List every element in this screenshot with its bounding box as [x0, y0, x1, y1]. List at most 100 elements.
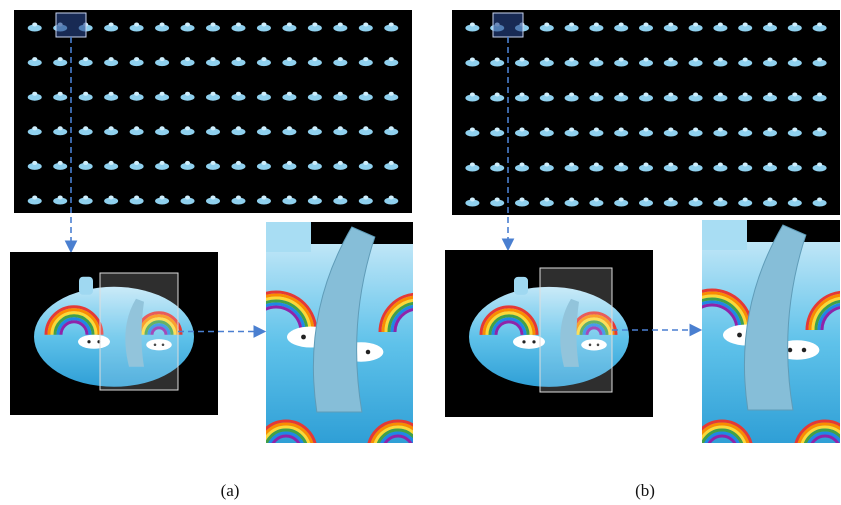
mini-teapot-top: [743, 128, 748, 132]
mini-teapot-top: [109, 92, 114, 96]
selected-tile: [56, 13, 86, 37]
mini-teapot-top: [185, 92, 190, 96]
tile-grid: [14, 10, 412, 213]
zoom-neck: [266, 222, 311, 252]
mini-teapot-top: [109, 126, 114, 130]
eye: [87, 340, 90, 343]
mini-teapot-top: [389, 23, 394, 27]
mini-teapot-top: [792, 163, 797, 167]
mini-teapot-top: [338, 196, 343, 200]
mini-teapot-top: [134, 23, 139, 27]
mini-teapot-top: [693, 58, 698, 62]
roi-box: [540, 268, 612, 392]
mini-teapot-top: [817, 128, 822, 132]
mini-teapot-top: [312, 126, 317, 130]
mini-teapot-top: [287, 126, 292, 130]
mini-teapot-top: [261, 161, 266, 165]
mini-teapot-top: [261, 23, 266, 27]
mini-teapot-top: [32, 92, 37, 96]
mini-teapot-top: [693, 93, 698, 97]
mini-teapot-top: [389, 196, 394, 200]
teapot-neck: [514, 277, 528, 295]
mini-teapot-top: [185, 126, 190, 130]
mini-teapot-top: [792, 58, 797, 62]
mini-teapot-top: [520, 128, 525, 132]
teapot: [236, 222, 456, 451]
mini-teapot-top: [792, 128, 797, 132]
mini-teapot-top: [185, 57, 190, 61]
mini-teapot-top: [389, 57, 394, 61]
mini-teapot-top: [287, 196, 292, 200]
mini-teapot-top: [569, 93, 574, 97]
mini-teapot-top: [470, 163, 475, 167]
mini-teapot-top: [817, 23, 822, 27]
mini-teapot-top: [312, 92, 317, 96]
mini-teapot-top: [109, 196, 114, 200]
mini-teapot-top: [668, 23, 673, 27]
mini-teapot-top: [495, 93, 500, 97]
mini-teapot-top: [211, 126, 216, 130]
mini-teapot-top: [569, 23, 574, 27]
eye: [301, 335, 306, 340]
mini-teapot-top: [495, 58, 500, 62]
mini-teapot-top: [594, 93, 599, 97]
mini-teapot-top: [495, 128, 500, 132]
mini-teapot-top: [83, 126, 88, 130]
teapot-image: [236, 222, 456, 451]
mini-teapot-top: [644, 163, 649, 167]
mini-teapot-top: [312, 161, 317, 165]
mini-teapot-top: [520, 198, 525, 202]
mini-teapot-top: [211, 161, 216, 165]
mini-teapot-top: [743, 23, 748, 27]
mini-teapot-top: [363, 57, 368, 61]
mini-teapot-top: [83, 57, 88, 61]
mini-teapot-top: [211, 57, 216, 61]
mini-teapot-top: [160, 196, 165, 200]
mini-teapot-top: [109, 57, 114, 61]
mini-teapot-top: [312, 196, 317, 200]
mini-teapot-top: [768, 128, 773, 132]
mini-teapot-top: [58, 196, 63, 200]
mini-teapot-top: [287, 92, 292, 96]
mini-teapot-top: [544, 198, 549, 202]
mini-teapot-top: [109, 161, 114, 165]
mini-teapot-top: [160, 23, 165, 27]
mini-teapot-top: [743, 58, 748, 62]
mini-teapot-top: [594, 23, 599, 27]
mini-teapot-top: [160, 92, 165, 96]
roi-box: [100, 273, 178, 390]
mini-teapot-top: [470, 58, 475, 62]
eye: [366, 350, 370, 354]
mini-teapot-top: [261, 92, 266, 96]
mini-teapot-top: [363, 126, 368, 130]
mini-teapot-top: [236, 57, 241, 61]
mini-teapot-top: [743, 93, 748, 97]
teapot-neck: [79, 277, 93, 295]
mini-teapot-top: [544, 23, 549, 27]
mini-teapot-top: [211, 196, 216, 200]
mini-teapot-top: [185, 196, 190, 200]
selected-tile: [493, 13, 523, 37]
mini-teapot-top: [520, 163, 525, 167]
eye: [788, 348, 792, 352]
mini-teapot-top: [718, 198, 723, 202]
mini-teapot-top: [718, 58, 723, 62]
mini-teapot-top: [261, 196, 266, 200]
mini-teapot-top: [668, 163, 673, 167]
mini-teapot-top: [743, 198, 748, 202]
mini-teapot-top: [185, 23, 190, 27]
mini-teapot-top: [32, 126, 37, 130]
mini-teapot-top: [236, 23, 241, 27]
mini-teapot-top: [236, 92, 241, 96]
eye: [737, 333, 742, 338]
mini-teapot-top: [134, 196, 139, 200]
mini-teapot-top: [743, 163, 748, 167]
mini-teapot-top: [495, 163, 500, 167]
mini-teapot-top: [693, 198, 698, 202]
mini-teapot-top: [768, 93, 773, 97]
mini-teapot-top: [261, 57, 266, 61]
mini-teapot-top: [644, 93, 649, 97]
mini-teapot-top: [495, 198, 500, 202]
mini-teapot-top: [236, 161, 241, 165]
mini-teapot-top: [619, 23, 624, 27]
